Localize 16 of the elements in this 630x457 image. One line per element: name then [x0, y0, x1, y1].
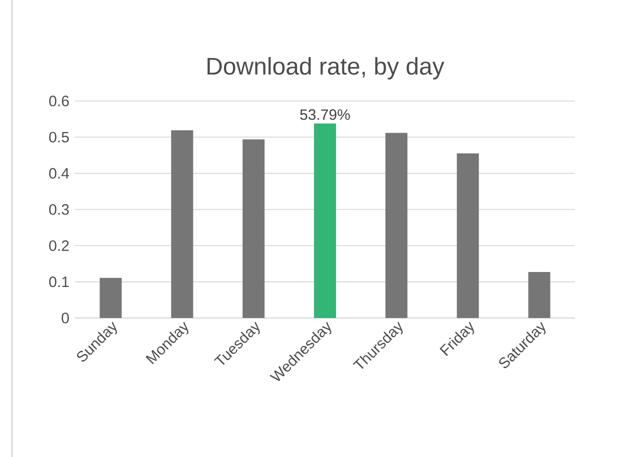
- bar: [100, 278, 122, 318]
- bar: [385, 132, 408, 318]
- bar: [171, 130, 194, 318]
- bar: [456, 153, 479, 318]
- y-tick-label: 0.2: [49, 240, 69, 251]
- chart-title: Download rate, by day: [208, 57, 444, 80]
- bar: [528, 272, 550, 318]
- y-tick-label: 0.4: [49, 168, 70, 179]
- bar: [314, 123, 336, 318]
- y-tick-label: 0.1: [49, 276, 69, 288]
- data-label: 53.79%: [300, 109, 350, 120]
- y-tick-label: 0.5: [49, 132, 69, 142]
- bar: [242, 139, 265, 318]
- y-tick-label: 0: [62, 312, 69, 324]
- y-tick-label: 0.3: [49, 204, 69, 215]
- y-tick-label: 0.6: [49, 96, 69, 106]
